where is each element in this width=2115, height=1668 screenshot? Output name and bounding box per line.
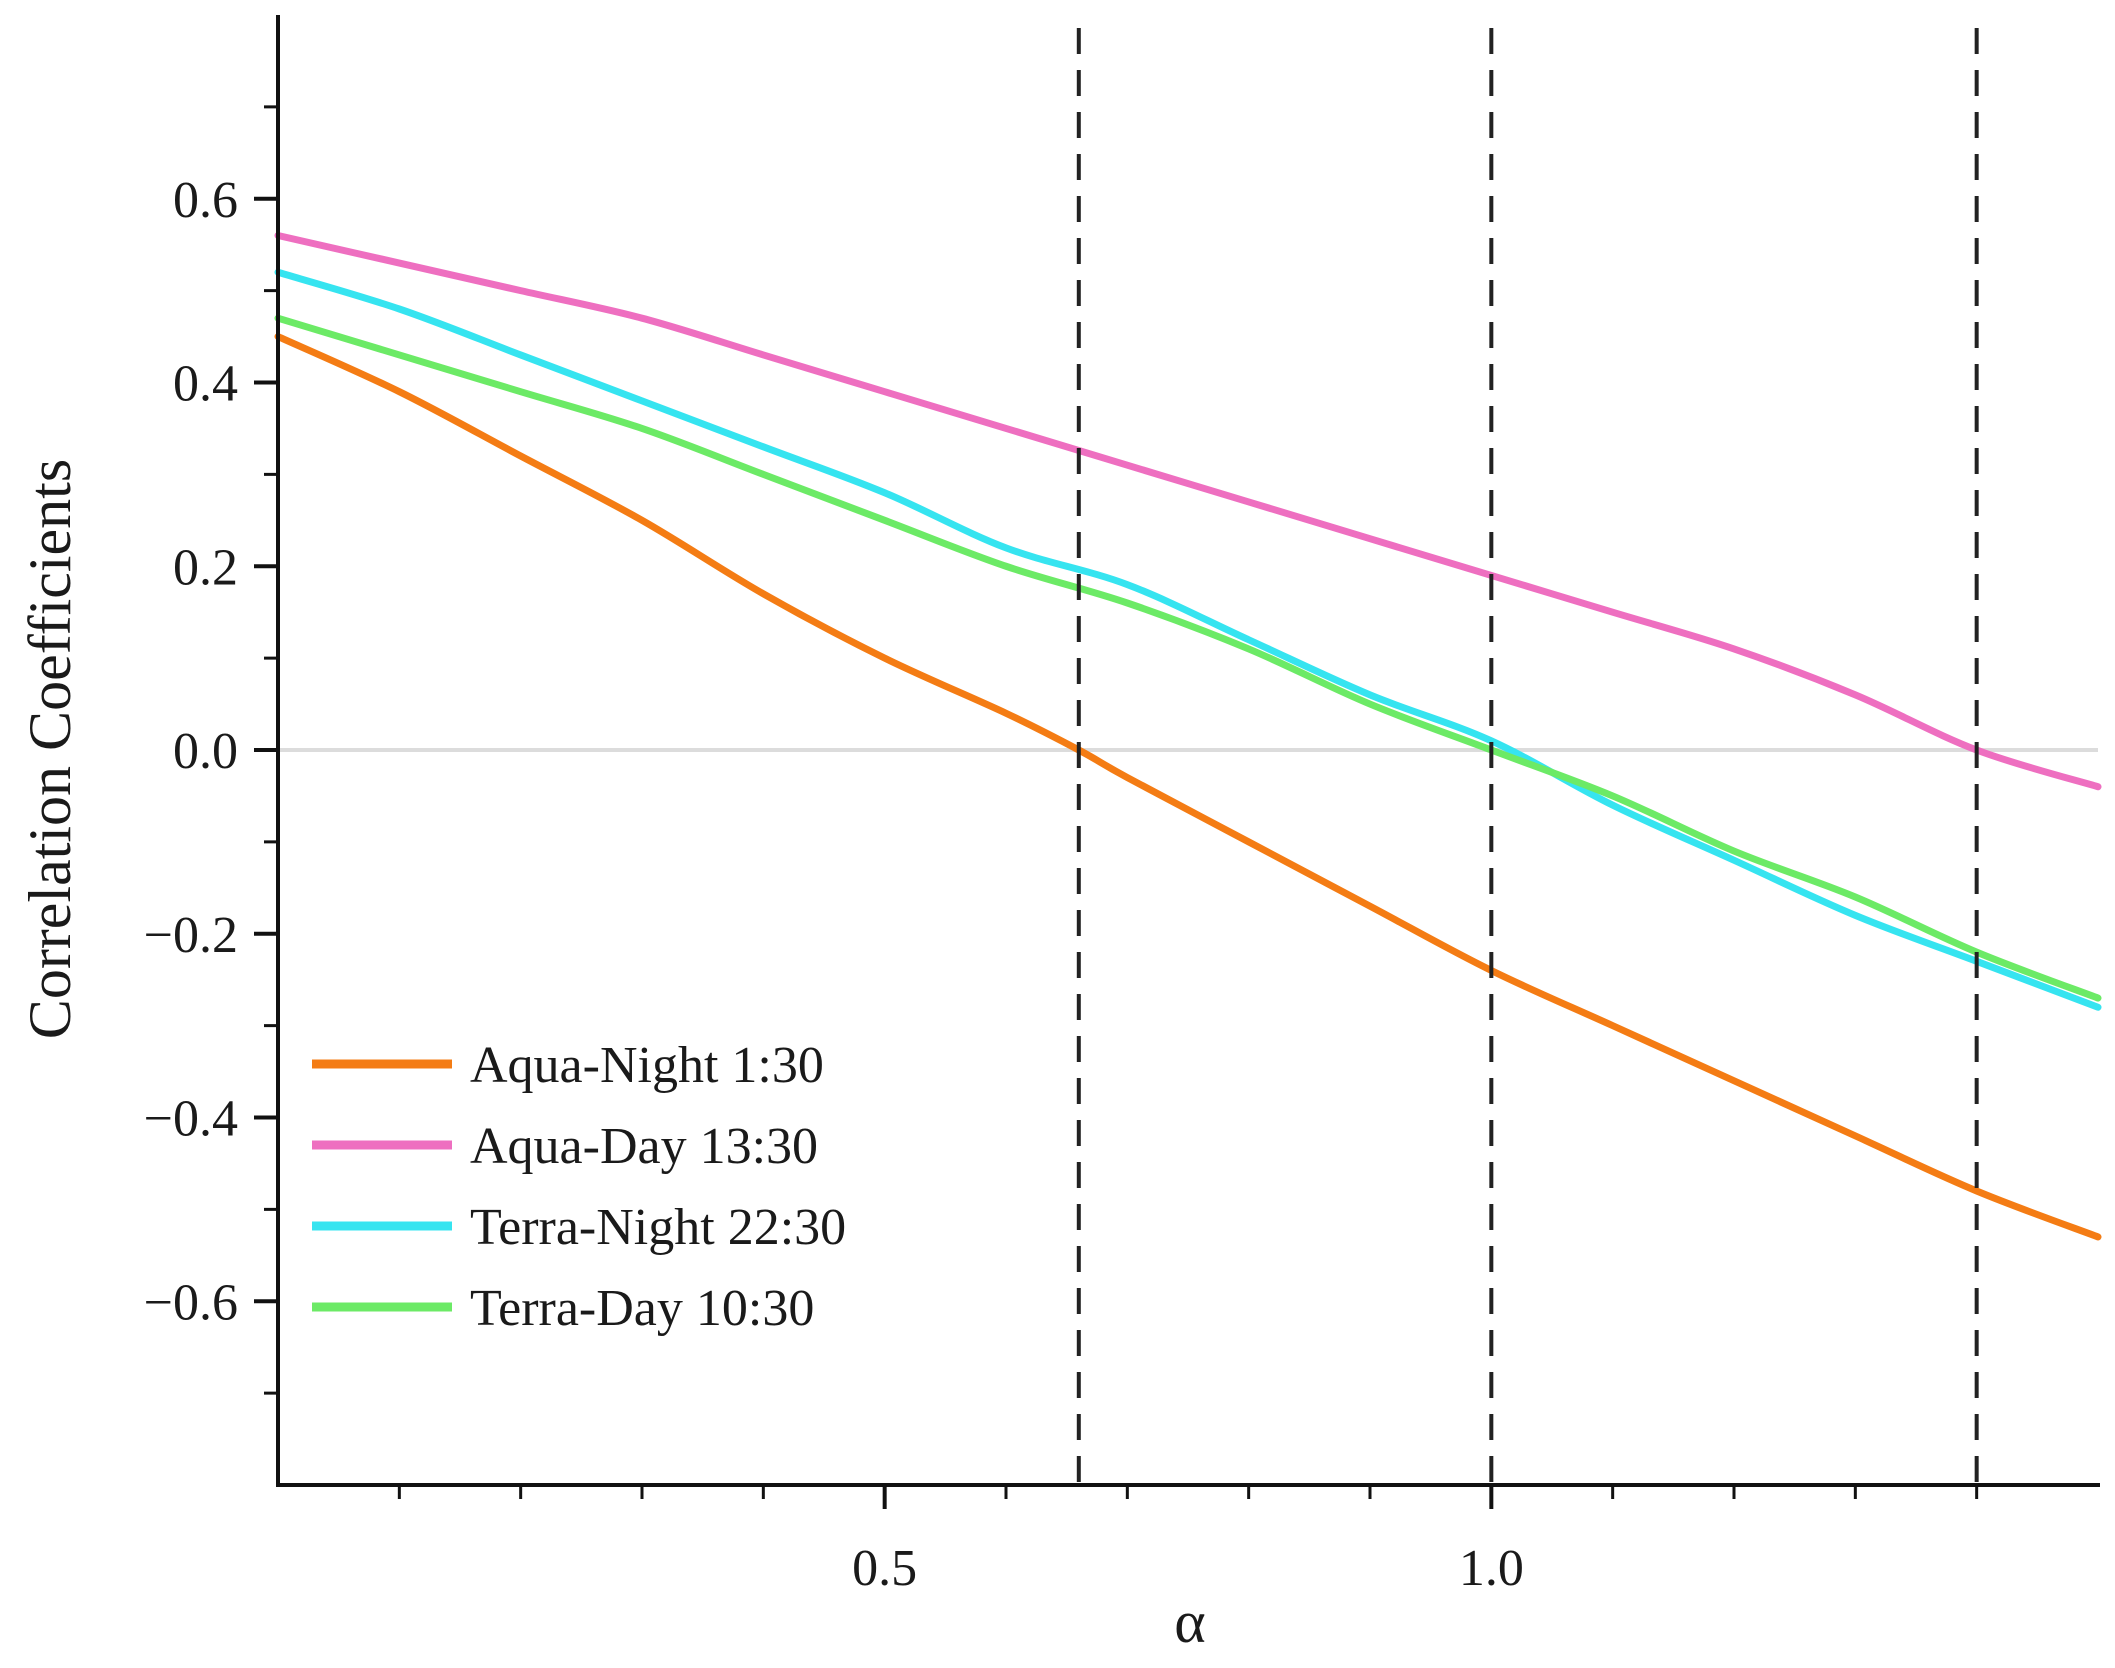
y-tick-label: −0.4 — [144, 1091, 238, 1148]
y-tick-label: 0.6 — [173, 172, 238, 229]
series-line-1 — [274, 333, 2102, 1241]
series-line-4 — [274, 314, 2102, 1002]
series-layer — [274, 232, 2102, 1241]
x-tick-label: 0.5 — [852, 1540, 917, 1597]
legend: Aqua-Night 1:30 Aqua-Day 13:30 Terra-Night… — [312, 1037, 846, 1337]
x-tick-label: 1.0 — [1459, 1540, 1524, 1597]
legend-label-3: Terra-Night 22:30 — [470, 1199, 846, 1256]
legend-label-1: Aqua-Night 1:30 — [470, 1037, 824, 1094]
vertical-reference-layer — [1076, 28, 1979, 1485]
series-line-2 — [274, 232, 2102, 791]
y-tick-label: −0.2 — [144, 907, 238, 964]
ticks-layer: 0.5 1.0 0.6 0.4 0.2 0.0 −0.2 −0.4 −0.6 — [144, 105, 1979, 1597]
series-line-3 — [274, 268, 2102, 1011]
legend-label-4: Terra-Day 10:30 — [470, 1280, 814, 1337]
y-tick-label: −0.6 — [144, 1274, 238, 1331]
legend-label-2: Aqua-Day 13:30 — [470, 1118, 818, 1175]
y-tick-label: 0.2 — [173, 539, 238, 596]
x-axis-title: α — [1174, 1589, 1205, 1655]
y-tick-label: 0.4 — [173, 356, 238, 413]
y-tick-label: 0.0 — [173, 723, 238, 780]
y-axis-title: Correlation Coefficients — [17, 459, 83, 1039]
